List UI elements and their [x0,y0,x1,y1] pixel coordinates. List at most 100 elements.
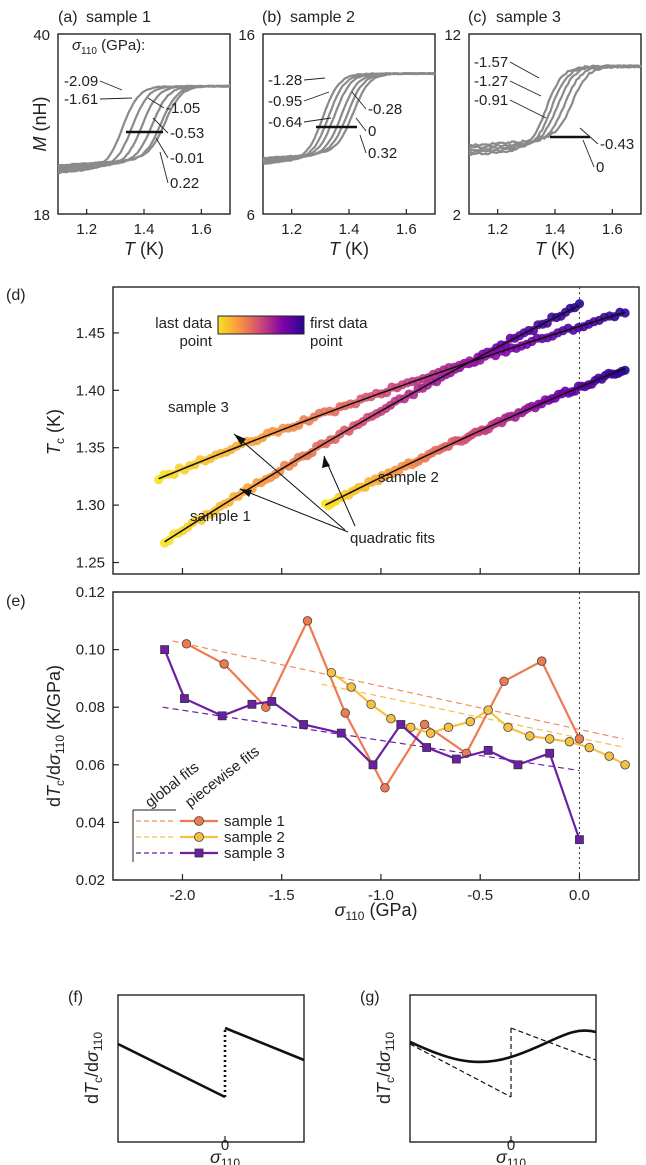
ytick-label: 1.40 [76,382,105,399]
leader-line [155,137,169,159]
xtick-label: 0.0 [569,887,590,904]
arrow-to-sample-2 [323,455,356,527]
curve-label: -1.05 [166,100,200,117]
leader-line [152,117,169,134]
panel-b: (b) sample 2 -1.28 -0.95 -0.64 -0.28 0 0.32 1… [238,9,436,259]
series-marker [366,699,376,710]
panel-g-ylabel: dTc/dσ110 [374,1032,397,1104]
panel-b-xlabel: T (K) [329,239,369,259]
series-marker [544,734,555,744]
panel-d-sample-3-label: sample 3 [168,399,229,416]
ytick-label: 0.04 [76,814,105,831]
ytick-label: 0.08 [76,699,105,716]
arrowhead-1 [240,489,252,497]
arrowhead-2 [322,456,330,468]
series-marker [336,728,346,738]
leader-line [303,91,330,102]
series-marker [620,760,630,770]
xtick-label: 1.2 [487,221,508,238]
ytick-label: 2 [453,207,461,224]
panel-e-global-fits [162,640,626,772]
panel-d-colorbar-right-label-2: point [310,333,343,350]
series-line [330,671,626,766]
series-marker [219,659,229,669]
legend-marker-1 [194,816,204,826]
leader-line [579,127,599,145]
ytick-label: 16 [238,27,255,44]
panel-a: (a) sample 1 σ110 (GPa): -2.09-1.61 -1.05… [30,9,231,259]
panel-d-arrows [233,433,356,533]
curve-label: -0.01 [170,150,204,167]
curve-label: 0 [596,159,604,176]
series-marker [574,734,585,744]
panel-g-label: (g) [360,989,380,1006]
curve-label: -0.64 [268,114,302,131]
xtick-label: 1.6 [602,221,623,238]
series-marker [422,743,432,752]
series-marker [299,720,308,729]
panel-b-title: sample 2 [290,9,355,26]
curve-label: -0.95 [268,93,302,110]
leader-line [351,91,367,110]
panel-c-title: sample 3 [496,9,561,26]
series-marker [525,731,535,741]
series-marker [386,714,396,724]
series-line [163,649,581,841]
leader-line [509,80,542,97]
series-marker [406,722,416,733]
panel-c-ticks: 1.2 1.4 1.6 12 2 [444,27,622,238]
series-marker [513,760,523,770]
panel-d-ticks: 1.25 1.30 1.35 1.40 1.45 [76,325,581,574]
curve-label: 0 [368,123,376,140]
ytick-label: 40 [33,27,50,44]
series-marker [247,699,257,709]
curve-label: -1.27 [474,73,508,90]
panel-d-colorbar-left-label-2: point [179,333,212,350]
ytick-label: 1.30 [76,497,105,514]
panel-b-curve [262,72,436,160]
series-marker [180,694,189,703]
panel-a-title: sample 1 [86,9,151,26]
ytick-label: 0.12 [76,584,105,601]
series-marker [368,760,378,770]
series-marker [302,616,313,626]
xtick-label: 1.2 [76,221,97,238]
panel-d-quadratic-label: quadratic fits [350,530,435,547]
leader-line [159,151,169,184]
series-marker [483,705,493,715]
panel-d-fit [164,304,580,543]
panel-e-series [160,616,630,845]
legend-marker-2 [194,832,204,842]
series-marker [326,667,337,678]
panel-d-point [164,536,174,546]
curve-label: -0.53 [170,125,204,142]
leader-line [509,99,547,119]
leader-line [303,117,332,123]
xtick-label: 1.6 [191,221,212,238]
panel-g-left-dash [409,1043,512,1098]
curve-label: 0.22 [170,175,199,192]
ytick-label: 1.45 [76,325,105,342]
panel-e-legend: sample 1 sample 2 sample 3 [132,809,285,862]
series-marker [465,716,475,727]
panel-d-ylabel: Tc (K) [44,409,67,455]
panel-f-label: (f) [68,989,83,1006]
series-marker [537,656,547,666]
curve-label: -0.43 [600,136,634,153]
panel-d-frame [112,286,640,575]
panel-d-point [620,365,630,375]
panel-f-ylabel: dTc/dσ110 [82,1032,105,1104]
leader-line [99,80,123,91]
panel-e-label: (e) [6,593,26,610]
xtick-label: 1.4 [545,221,566,238]
panel-d: (d) 1.25 1.30 1.35 1.40 1.45 Tc (K) last dat… [6,286,640,575]
panel-a-ticks: 1.2 1.4 1.6 40 18 [33,27,211,238]
panel-d-fit [325,367,626,506]
arrowhead-3 [234,434,246,445]
panel-e-frame [112,591,640,881]
ytick-label: 0.06 [76,757,105,774]
panel-e-ticks: 0.02 0.04 0.06 0.08 0.10 0.12 -2.0 -1.5 -1.0 -0.5… [76,584,590,904]
panel-a-ylabel: M (nH) [30,97,50,152]
panel-d-fit [158,311,626,480]
